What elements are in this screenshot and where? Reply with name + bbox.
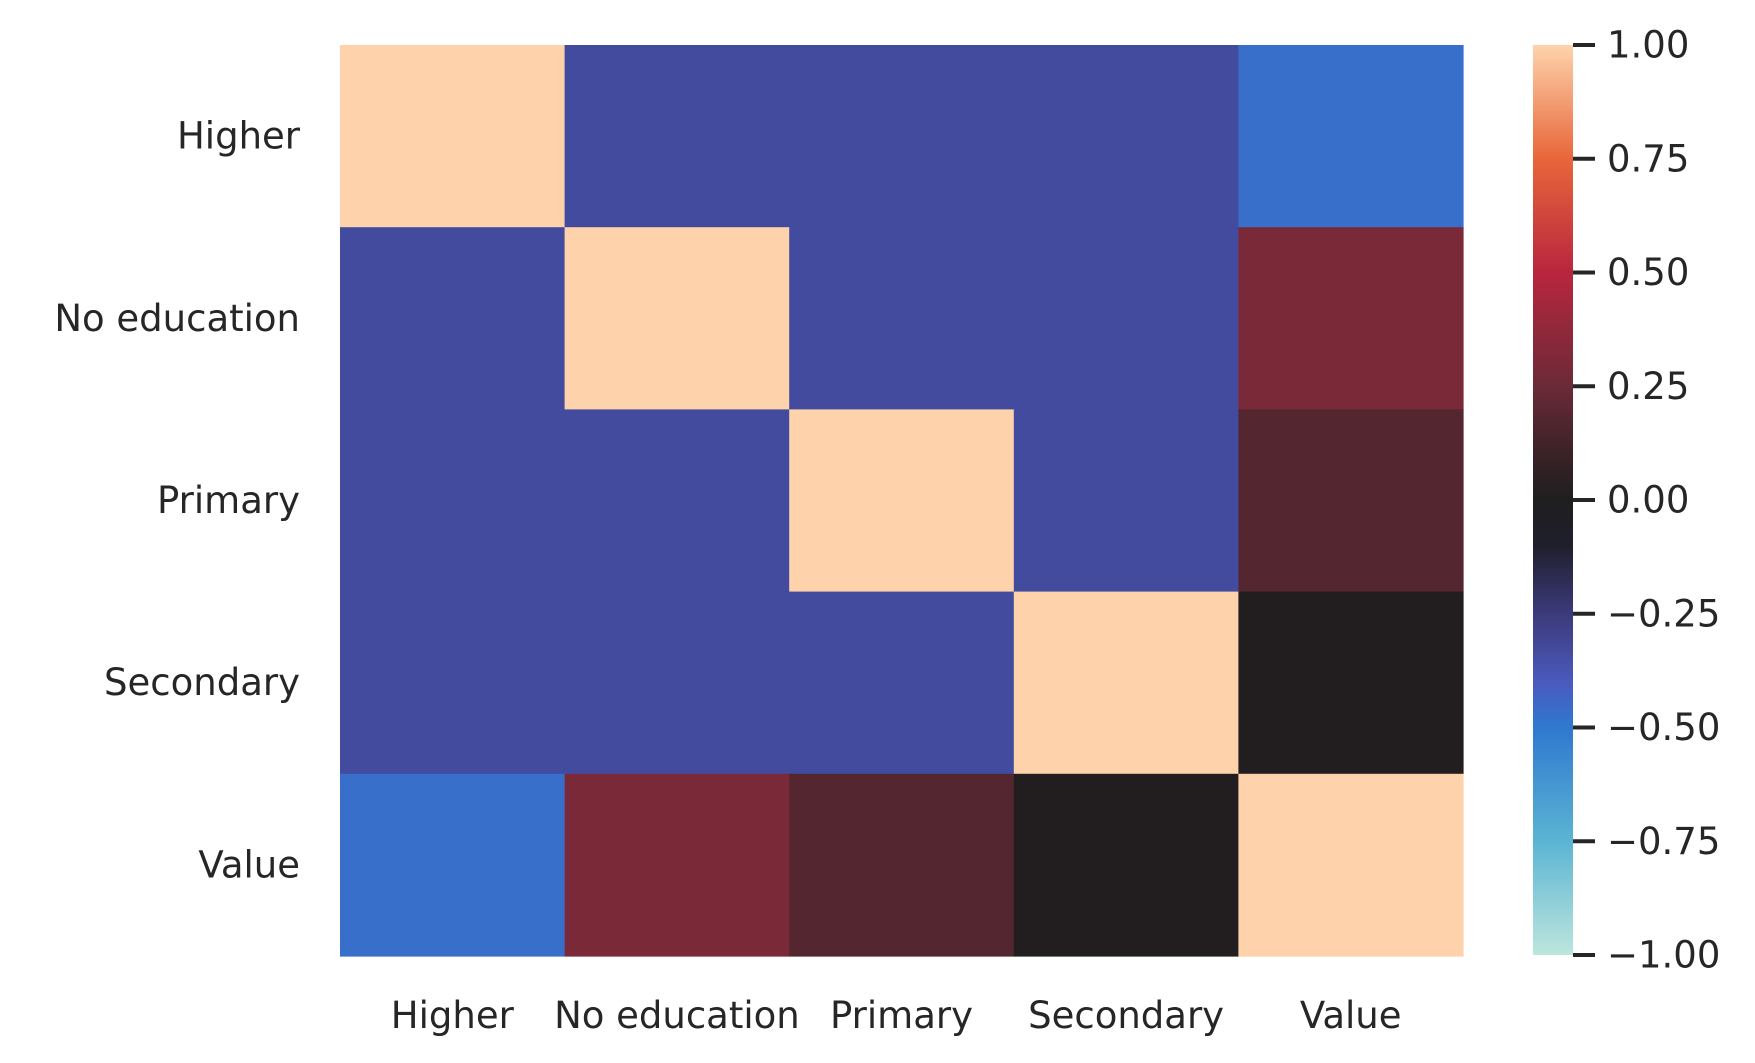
x-tick-label: Value (1300, 994, 1402, 1037)
colorbar-tick-label: −0.75 (1607, 820, 1720, 863)
y-tick-label: Secondary (104, 661, 300, 704)
x-tick-label: Higher (391, 994, 515, 1037)
heatmap-cell (789, 409, 1015, 593)
heatmap-cell (340, 227, 566, 410)
x-tick-label: Secondary (1028, 994, 1224, 1037)
colorbar-tick-label: 0.75 (1607, 137, 1689, 180)
heatmap-cell (1013, 409, 1239, 593)
heatmap-cell (1238, 409, 1464, 593)
heatmap-cell (789, 773, 1015, 957)
colorbar-tick-label: −0.25 (1607, 592, 1720, 635)
y-tick-label: No education (54, 297, 300, 340)
heatmap-cell (564, 409, 790, 593)
heatmap-cell (340, 591, 566, 775)
colorbar (1533, 45, 1573, 955)
colorbar-tick-label: 0.00 (1607, 479, 1689, 522)
y-tick-label: Higher (177, 115, 301, 158)
colorbar-tick-label: 0.25 (1607, 365, 1689, 408)
heatmap-cell (1238, 591, 1464, 775)
heatmap-cells (340, 45, 1464, 957)
colorbar-ticks: 1.00 0.75 0.50 0.25 0.00 −0.25 −0.50 −0.75 −1.00 (1573, 24, 1720, 977)
heatmap-cell (1238, 227, 1464, 410)
colorbar-tick-label: 1.00 (1607, 24, 1689, 67)
x-tick-labels: Higher No education Primary Secondary Value (391, 994, 1402, 1037)
heatmap-cell (340, 45, 566, 228)
heatmap-cell (564, 227, 790, 410)
heatmap-cell (1238, 45, 1464, 228)
x-tick-label: Primary (830, 994, 973, 1037)
y-tick-label: Value (198, 843, 300, 886)
heatmap-cell (789, 591, 1015, 775)
heatmap-cell (789, 45, 1015, 228)
heatmap-cell (564, 45, 790, 228)
heatmap-cell (1013, 45, 1239, 228)
colorbar-tick-label: −0.50 (1607, 706, 1720, 749)
heatmap-cell (340, 409, 566, 593)
heatmap-cell (1013, 773, 1239, 957)
colorbar-tick-label: 0.50 (1607, 251, 1689, 294)
heatmap-cell (1013, 591, 1239, 775)
colorbar-tick-label: −1.00 (1607, 934, 1720, 977)
heatmap-cell (789, 227, 1015, 410)
y-tick-label: Primary (157, 479, 300, 522)
heatmap-cell (564, 591, 790, 775)
heatmap-cell (1238, 773, 1464, 957)
heatmap-cell (564, 773, 790, 957)
heatmap-cell (1013, 227, 1239, 410)
heatmap-cell (340, 773, 566, 957)
y-tick-labels: Higher No education Primary Secondary Value (54, 115, 300, 887)
x-tick-label: No education (554, 994, 800, 1037)
